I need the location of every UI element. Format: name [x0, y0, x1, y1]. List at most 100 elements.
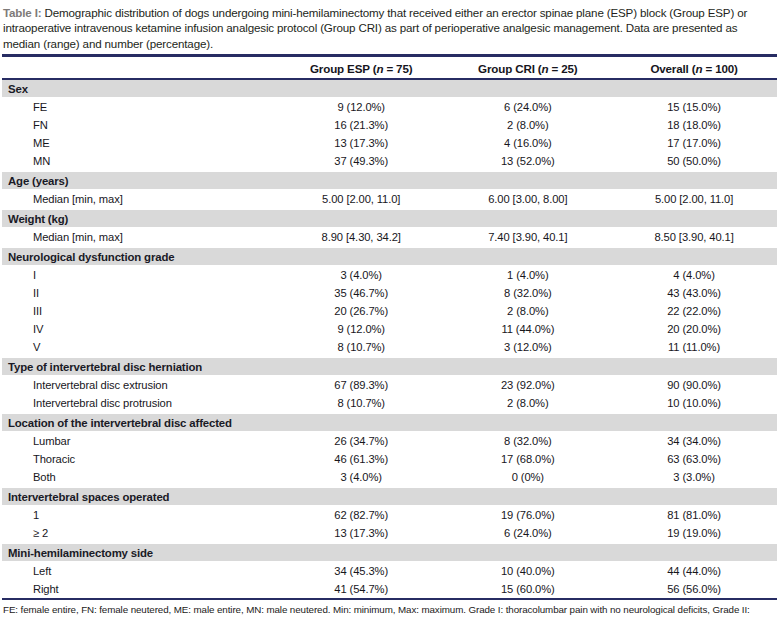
cell-cri: 7.40 [3.90, 40.1]: [445, 228, 612, 248]
row-label: Intervertebral disc protrusion: [2, 394, 278, 413]
column-header-group-esp: Group ESP (n = 75): [278, 56, 445, 80]
cell-cri: 1 (4.0%): [445, 266, 612, 285]
table-row: Lumbar26 (34.7%)8 (32.0%)34 (34.0%): [2, 432, 777, 451]
cell-overall: 20 (20.0%): [611, 320, 777, 338]
cell-cri: 11 (44.0%): [445, 320, 612, 338]
cell-overall: 34 (34.0%): [611, 432, 777, 451]
row-label: 1: [2, 506, 278, 525]
cell-overall: 10 (10.0%): [611, 394, 777, 413]
cell-overall: 81 (81.0%): [611, 506, 777, 525]
row-label: MN: [2, 152, 278, 171]
cell-overall: 5.00 [2.00, 11.0]: [611, 190, 777, 210]
section-header: Weight (kg): [2, 209, 777, 228]
cell-overall: 50 (50.0%): [611, 152, 777, 171]
table-row: III20 (26.7%)2 (8.0%)22 (22.0%): [2, 302, 777, 320]
cell-overall: 43 (43.0%): [611, 284, 777, 302]
cell-esp: 37 (49.3%): [278, 152, 445, 171]
row-label: II: [2, 284, 278, 302]
table-row: Intervertebral disc extrusion67 (89.3%)2…: [2, 376, 777, 395]
cell-esp: 16 (21.3%): [278, 116, 445, 134]
cell-overall: 17 (17.0%): [611, 134, 777, 152]
cell-overall: 3 (3.0%): [611, 468, 777, 487]
cell-cri: 23 (92.0%): [445, 376, 612, 395]
table-row: Both3 (4.0%)0 (0%)3 (3.0%): [2, 468, 777, 487]
cell-esp: 13 (17.3%): [278, 134, 445, 152]
table-caption-text: Demographic distribution of dogs undergo…: [3, 6, 747, 50]
table-footnote: FE: female entire, FN: female neutered, …: [3, 603, 777, 618]
row-label: FE: [2, 98, 278, 117]
table-body: SexFE9 (12.0%)6 (24.0%)15 (15.0%)FN16 (2…: [2, 79, 777, 599]
cell-cri: 6.00 [3.00, 8.00]: [445, 190, 612, 210]
table-row: IV9 (12.0%)11 (44.0%)20 (20.0%): [2, 320, 777, 338]
cell-cri: 13 (52.0%): [445, 152, 612, 171]
cell-cri: 2 (8.0%): [445, 302, 612, 320]
cell-cri: 6 (24.0%): [445, 524, 612, 543]
row-label: Both: [2, 468, 278, 487]
cell-overall: 56 (56.0%): [611, 580, 777, 599]
cell-cri: 6 (24.0%): [445, 98, 612, 117]
cell-cri: 10 (40.0%): [445, 562, 612, 581]
row-label: FN: [2, 116, 278, 134]
table-row: I3 (4.0%)1 (4.0%)4 (4.0%): [2, 266, 777, 285]
cell-esp: 41 (54.7%): [278, 580, 445, 599]
cell-esp: 9 (12.0%): [278, 320, 445, 338]
cell-esp: 62 (82.7%): [278, 506, 445, 525]
row-label: IV: [2, 320, 278, 338]
cell-esp: 67 (89.3%): [278, 376, 445, 395]
cell-esp: 46 (61.3%): [278, 450, 445, 468]
cell-esp: 5.00 [2.00, 11.0]: [278, 190, 445, 210]
cell-esp: 9 (12.0%): [278, 98, 445, 117]
row-label: I: [2, 266, 278, 285]
table-row: ME13 (17.3%)4 (16.0%)17 (17.0%): [2, 134, 777, 152]
cell-cri: 2 (8.0%): [445, 394, 612, 413]
section-header: Mini-hemilaminectomy side: [2, 543, 777, 562]
cell-cri: 19 (76.0%): [445, 506, 612, 525]
table-row: Median [min, max]5.00 [2.00, 11.0]6.00 […: [2, 190, 777, 210]
column-header-empty: [2, 56, 278, 80]
cell-cri: 17 (68.0%): [445, 450, 612, 468]
cell-overall: 11 (11.0%): [611, 338, 777, 357]
cell-esp: 3 (4.0%): [278, 468, 445, 487]
cell-overall: 8.50 [3.90, 40.1]: [611, 228, 777, 248]
table-caption-label: Table I:: [3, 6, 42, 19]
cell-overall: 15 (15.0%): [611, 98, 777, 117]
cell-overall: 44 (44.0%): [611, 562, 777, 581]
section-header: Intervertebral spaces operated: [2, 487, 777, 506]
column-header-group-cri: Group CRI (n = 25): [445, 56, 612, 80]
demographics-table: Group ESP (n = 75) Group CRI (n = 25) Ov…: [2, 54, 777, 600]
cell-cri: 8 (32.0%): [445, 284, 612, 302]
table-row: V8 (10.7%)3 (12.0%)11 (11.0%): [2, 338, 777, 357]
row-label: Median [min, max]: [2, 190, 278, 210]
section-header: Sex: [2, 79, 777, 98]
cell-overall: 18 (18.0%): [611, 116, 777, 134]
table-figure: Table I:Demographic distribution of dogs…: [0, 0, 779, 618]
row-label: Median [min, max]: [2, 228, 278, 248]
row-label: III: [2, 302, 278, 320]
section-header: Location of the intervertebral disc affe…: [2, 413, 777, 432]
table-row: Intervertebral disc protrusion8 (10.7%)2…: [2, 394, 777, 413]
cell-esp: 13 (17.3%): [278, 524, 445, 543]
row-label: Right: [2, 580, 278, 599]
cell-esp: 8 (10.7%): [278, 338, 445, 357]
table-row: Left34 (45.3%)10 (40.0%)44 (44.0%): [2, 562, 777, 581]
cell-overall: 22 (22.0%): [611, 302, 777, 320]
cell-overall: 19 (19.0%): [611, 524, 777, 543]
cell-overall: 90 (90.0%): [611, 376, 777, 395]
column-header-overall: Overall (n = 100): [611, 56, 777, 80]
row-label: Intervertebral disc extrusion: [2, 376, 278, 395]
section-header: Type of intervertebral disc herniation: [2, 357, 777, 376]
cell-esp: 35 (46.7%): [278, 284, 445, 302]
cell-overall: 4 (4.0%): [611, 266, 777, 285]
cell-esp: 3 (4.0%): [278, 266, 445, 285]
cell-cri: 4 (16.0%): [445, 134, 612, 152]
table-row: FE9 (12.0%)6 (24.0%)15 (15.0%): [2, 98, 777, 117]
cell-esp: 20 (26.7%): [278, 302, 445, 320]
table-row: Right41 (54.7%)15 (60.0%)56 (56.0%): [2, 580, 777, 599]
cell-cri: 15 (60.0%): [445, 580, 612, 599]
table-row: Median [min, max]8.90 [4.30, 34.2]7.40 […: [2, 228, 777, 248]
table-row: 162 (82.7%)19 (76.0%)81 (81.0%): [2, 506, 777, 525]
cell-cri: 8 (32.0%): [445, 432, 612, 451]
section-header: Neurological dysfunction grade: [2, 247, 777, 266]
cell-cri: 0 (0%): [445, 468, 612, 487]
table-caption: Table I:Demographic distribution of dogs…: [3, 5, 777, 51]
